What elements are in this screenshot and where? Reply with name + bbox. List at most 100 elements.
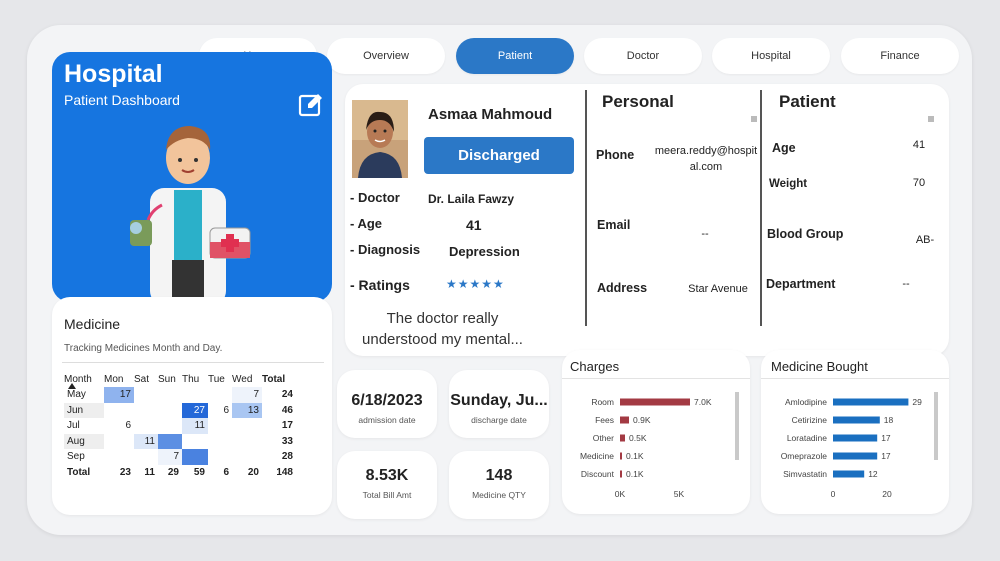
sort-asc-icon[interactable] (68, 383, 76, 389)
edit-icon[interactable] (298, 92, 324, 118)
status-button[interactable]: Discharged (424, 137, 574, 174)
cell (158, 387, 182, 403)
address-label: Address (597, 281, 648, 295)
discharge-date-label: discharge date (471, 415, 527, 425)
medicine-subtitle: Tracking Medicines Month and Day. (64, 343, 223, 354)
data-label: 18 (884, 415, 894, 425)
age-label: Age (772, 141, 796, 155)
row-label: May (67, 389, 86, 401)
bar (833, 416, 880, 424)
col-header: Sat (134, 374, 150, 385)
more-icon[interactable] (928, 116, 934, 122)
personal-title: Personal (602, 92, 674, 111)
category-label: Discount (581, 469, 615, 479)
total-bill-card (337, 451, 437, 519)
cell: 13 (232, 402, 262, 418)
total-bill-value: 8.53K (365, 467, 409, 484)
data-label: 12 (868, 469, 878, 479)
medicine-bought-card (761, 350, 949, 514)
cell: 33 (281, 435, 293, 447)
data-label: 17 (881, 451, 891, 461)
patient-info-title: Patient (779, 92, 836, 111)
cell (158, 433, 182, 449)
category-label: Medicine (580, 451, 614, 461)
cell (182, 387, 208, 403)
bar (620, 434, 625, 442)
ratings-label: - Ratings (350, 277, 410, 293)
scrollbar (934, 392, 938, 460)
address-value: Star Avenue (688, 283, 748, 295)
cell (104, 403, 134, 419)
category-label: Other (593, 433, 614, 443)
weight-label: Weight (769, 178, 808, 190)
col-header: Total (262, 374, 286, 385)
bar (620, 452, 622, 460)
data-label: 7.0K (694, 397, 712, 407)
cell (104, 434, 134, 450)
col-header: Thu (182, 374, 200, 385)
cell (182, 449, 208, 465)
cell (208, 434, 232, 450)
cell: 24 (281, 389, 293, 401)
cell (208, 449, 232, 465)
bar (620, 416, 629, 424)
cell: 11 (182, 418, 208, 434)
tab-overview[interactable]: Overview (327, 38, 445, 74)
tick-label: 20 (882, 489, 892, 499)
col-header: Mon (104, 374, 124, 385)
col-header: Tue (208, 374, 225, 385)
divider (62, 362, 324, 363)
tab-finance[interactable]: Finance (841, 38, 959, 74)
medicine-bought-title: Medicine Bought (771, 359, 868, 374)
table-row: May 17 7 24 (64, 387, 296, 403)
table-row: Aug 11 33 (64, 433, 296, 450)
row-label: Aug (64, 433, 104, 449)
phone-value: meera.reddy@hospital.com (654, 145, 758, 173)
age-label: - Age (350, 216, 383, 231)
category-label: Simvastatin (783, 469, 827, 479)
doctor-illustration (130, 126, 251, 302)
charges-card (562, 350, 750, 514)
discharge-card (449, 370, 549, 438)
patient-name: Asmaa Mahmoud (428, 106, 553, 123)
col-header: Sun (158, 374, 176, 385)
more-icon[interactable] (751, 116, 757, 122)
data-label: 0.9K (633, 415, 651, 425)
cell: 17 (281, 420, 293, 432)
rating-stars: ★★★★★ (446, 277, 505, 291)
patient-detail-card (345, 84, 949, 356)
tab-doctor[interactable]: Doctor (584, 38, 702, 74)
cell (134, 418, 158, 434)
cell (232, 449, 262, 465)
row-label: Jun (64, 402, 104, 418)
patient-avatar (352, 100, 408, 178)
tab-patient[interactable]: Patient (456, 38, 574, 74)
scrollbar (735, 392, 739, 460)
cell (208, 387, 232, 403)
email-label: Email (597, 218, 631, 232)
col-header[interactable]: Month (64, 374, 92, 385)
cell: 11 (134, 433, 158, 449)
data-label: 0.1K (626, 469, 644, 479)
department-label: Department (766, 277, 836, 291)
cell: 28 (281, 451, 293, 463)
category-label: Room (591, 397, 614, 407)
phone-label: Phone (596, 148, 635, 162)
age-value: 41 (466, 217, 482, 233)
cell (134, 403, 158, 419)
hero-subtitle: Patient Dashboard (64, 92, 180, 108)
blood-group-label: Blood Group (767, 227, 844, 241)
divider (562, 378, 750, 379)
cell (134, 387, 158, 403)
cell: 6 (223, 466, 229, 478)
charges-title: Charges (570, 359, 620, 374)
tab-hospital[interactable]: Hospital (712, 38, 830, 74)
doctor-value: Dr. Laila Fawzy (428, 192, 515, 206)
diagnosis-value: Depression (449, 244, 520, 259)
admission-card (337, 370, 437, 438)
cell (182, 434, 208, 450)
divider (760, 90, 762, 326)
table-row: Sep 7 28 (64, 449, 296, 465)
weight-value: 70 (912, 177, 926, 189)
tick-label: 0 (831, 489, 836, 499)
